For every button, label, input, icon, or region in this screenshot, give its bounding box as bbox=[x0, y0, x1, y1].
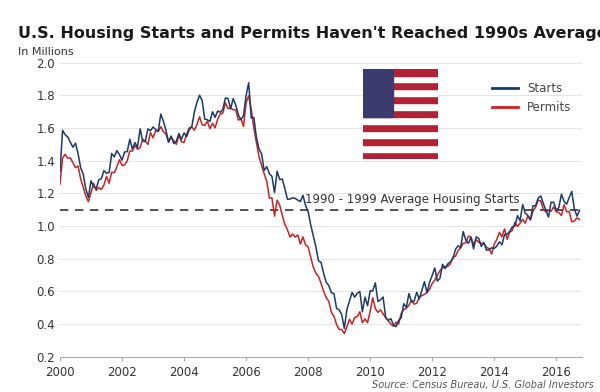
Bar bbox=[363, 124, 438, 131]
Bar bbox=[363, 82, 438, 89]
Text: U.S. Housing Starts and Permits Haven't Reached 1990s Average: U.S. Housing Starts and Permits Haven't … bbox=[18, 26, 600, 41]
Bar bbox=[363, 69, 438, 76]
Bar bbox=[363, 131, 438, 138]
Text: In Millions: In Millions bbox=[18, 47, 74, 57]
Bar bbox=[363, 138, 438, 145]
Legend: Starts, Permits: Starts, Permits bbox=[487, 78, 576, 119]
Bar bbox=[363, 110, 438, 117]
Bar bbox=[363, 96, 438, 103]
Bar bbox=[363, 103, 438, 110]
Bar bbox=[363, 152, 438, 159]
Bar bbox=[363, 69, 393, 117]
Text: 1990 - 1999 Average Housing Starts: 1990 - 1999 Average Housing Starts bbox=[305, 192, 520, 206]
Text: Source: Census Bureau, U.S. Global Investors: Source: Census Bureau, U.S. Global Inves… bbox=[372, 380, 594, 390]
Bar bbox=[363, 117, 438, 124]
Bar bbox=[363, 89, 438, 96]
Bar bbox=[363, 76, 438, 82]
Bar bbox=[363, 145, 438, 152]
